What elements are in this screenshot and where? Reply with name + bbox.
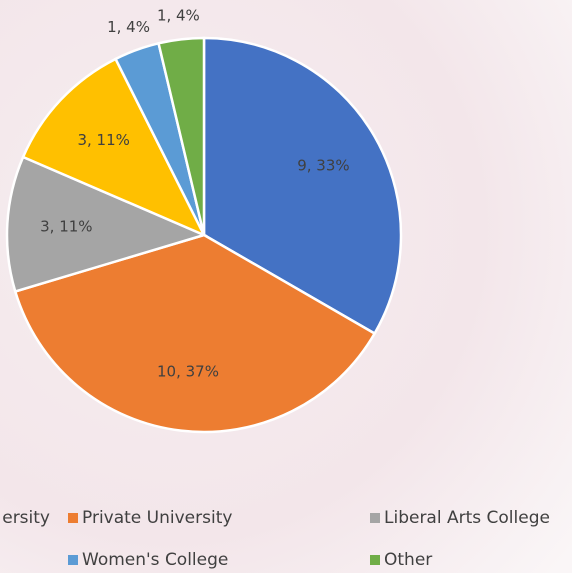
data-label: 1, 4% [157,6,200,24]
legend-swatch [370,513,380,523]
pie-slice [157,36,206,236]
legend-label: ersity [2,508,50,528]
legend-label: Liberal Arts College [384,508,550,528]
data-label: 3, 11% [40,217,92,235]
data-label: 3, 11% [77,131,129,149]
legend-swatch [68,513,78,523]
legend-swatch [370,555,380,565]
pie-slice [202,36,403,336]
legend: ersity Private University Liberal Arts Col… [2,508,550,570]
legend-label: Private University [82,508,232,528]
pie-slice [21,57,207,238]
legend-swatch [68,555,78,565]
data-label: 1, 4% [107,18,150,36]
data-label: 9, 33% [297,157,349,175]
legend-label: Other [384,550,432,570]
data-label: 10, 37% [157,362,219,380]
pie-slice [13,233,377,434]
legend-label: Women's College [82,550,228,570]
pie-slice [5,155,208,294]
pie: 9, 33% 10, 37% 3, 11% 3, 11% 1, 4% 1, 4% [5,6,403,434]
